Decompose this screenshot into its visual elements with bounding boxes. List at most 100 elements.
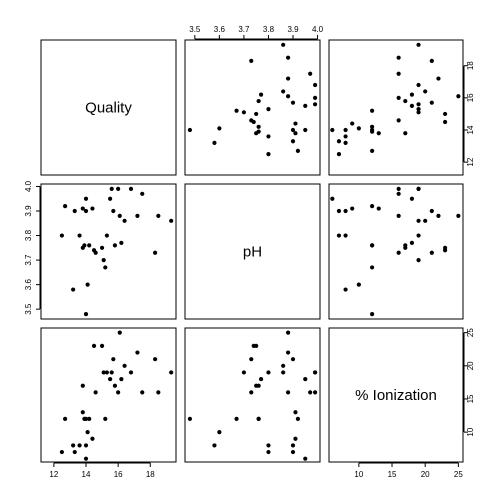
data-point: [256, 416, 261, 421]
data-point: [312, 370, 318, 375]
data-point: [169, 370, 174, 375]
tick-label: 15: [466, 394, 475, 403]
data-point: [234, 108, 239, 113]
data-point: [343, 127, 348, 133]
data-point: [456, 94, 461, 99]
data-point: [343, 287, 348, 292]
tick-label: 4.0: [24, 180, 33, 192]
panel-border: [184, 327, 321, 463]
data-point: [93, 250, 98, 255]
tick-label: 18: [466, 61, 475, 70]
data-point: [217, 126, 222, 131]
data-point: [108, 376, 113, 382]
data-point: [140, 191, 145, 196]
data-point: [308, 390, 313, 395]
data-point: [249, 357, 254, 362]
data-point: [116, 186, 121, 192]
tick-label: 3.6: [214, 25, 226, 34]
data-point: [241, 370, 247, 375]
data-point: [416, 110, 421, 115]
data-point: [82, 243, 87, 248]
data-point: [303, 456, 308, 461]
data-point: [112, 243, 118, 248]
data-point: [436, 213, 441, 219]
data-point: [442, 245, 448, 250]
data-point: [293, 121, 298, 126]
tick-label: 3.5: [189, 25, 201, 34]
tick-label: 20: [466, 361, 475, 370]
data-point: [416, 107, 421, 112]
data-point: [356, 126, 361, 131]
panel-quality-vs-ph: [184, 39, 321, 176]
data-point: [128, 370, 134, 375]
data-point: [241, 110, 247, 115]
data-point: [109, 186, 114, 192]
panel-quality-vs-ionization: [328, 39, 464, 176]
data-point: [350, 121, 355, 126]
data-point: [376, 206, 381, 211]
data-point: [343, 134, 348, 139]
data-point: [285, 330, 291, 335]
data-point: [83, 456, 89, 461]
data-point: [256, 129, 261, 134]
data-point: [71, 287, 76, 292]
data-point: [429, 250, 434, 255]
data-point: [429, 58, 434, 63]
data-point: [330, 127, 335, 133]
data-point: [187, 127, 193, 133]
tick-label: 3.9: [287, 25, 299, 34]
data-point: [122, 218, 127, 223]
data-point: [234, 416, 239, 421]
data-point: [456, 213, 461, 219]
data-point: [370, 108, 375, 113]
data-point: [258, 92, 264, 97]
data-point: [423, 218, 428, 223]
tick-label: 16: [466, 93, 475, 102]
data-point: [330, 196, 335, 201]
tick-label: 12: [49, 470, 58, 479]
data-point: [336, 139, 342, 144]
bottom-axis-ionization: 10 15 20 25: [354, 462, 463, 479]
data-point: [312, 82, 318, 88]
bottom-axis-quality: 12 14 16 18: [49, 462, 155, 479]
data-point: [117, 330, 122, 335]
data-point: [370, 243, 375, 248]
data-point: [153, 357, 158, 362]
data-point: [295, 416, 301, 421]
data-point: [266, 370, 271, 375]
data-point: [281, 89, 286, 94]
data-point: [80, 383, 85, 388]
data-point: [266, 134, 271, 139]
data-point: [356, 282, 361, 287]
data-point: [99, 245, 105, 250]
data-point: [416, 82, 421, 88]
data-point: [254, 111, 259, 117]
data-point: [290, 127, 296, 133]
data-point: [117, 213, 122, 219]
data-point: [83, 208, 89, 214]
data-point: [71, 443, 76, 448]
data-point: [266, 107, 271, 112]
data-point: [153, 250, 158, 255]
data-point: [293, 410, 298, 415]
data-point: [336, 152, 342, 157]
data-point: [281, 42, 286, 47]
data-point: [376, 131, 381, 136]
data-point: [266, 449, 271, 455]
data-point: [409, 240, 415, 246]
data-point: [409, 196, 415, 201]
data-point: [396, 71, 401, 76]
data-point: [396, 186, 401, 192]
data-point: [116, 390, 121, 395]
data-point: [396, 95, 401, 100]
panel-ionization-vs-ph: [184, 327, 321, 463]
data-point: [370, 265, 375, 270]
data-point: [72, 208, 77, 214]
data-point: [85, 430, 90, 435]
data-point: [111, 357, 116, 362]
data-point: [312, 390, 318, 395]
tick-label: 14: [82, 470, 91, 479]
variable-label-ionization: % Ionization: [355, 387, 437, 404]
data-point: [336, 233, 342, 238]
